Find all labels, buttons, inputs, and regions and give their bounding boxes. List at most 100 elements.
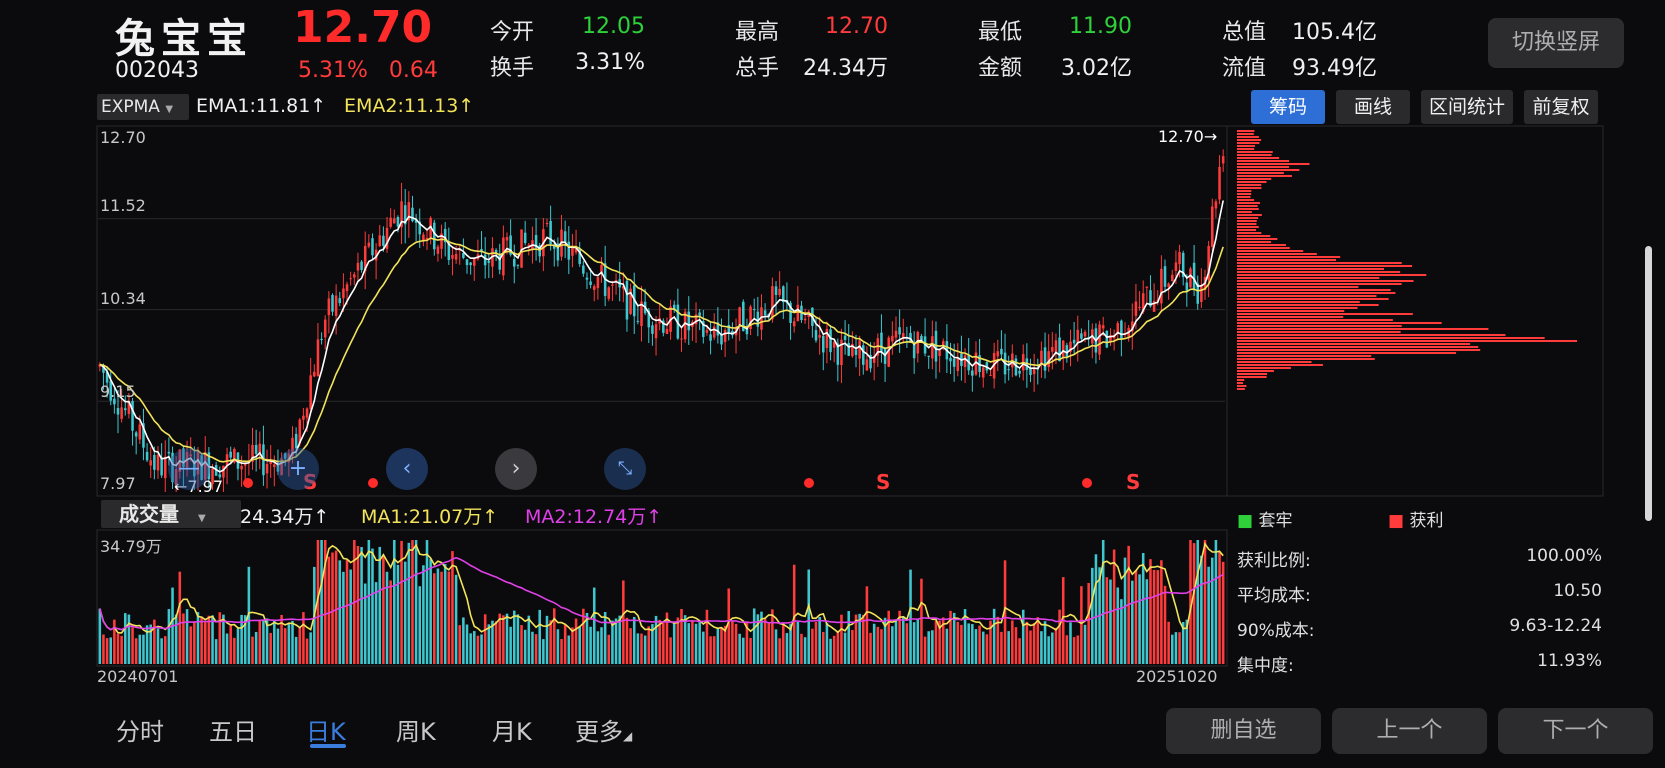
tab-more[interactable]: 更多◢ <box>575 712 632 747</box>
range-stats-button[interactable]: 区间统计 <box>1421 90 1513 124</box>
candle-body <box>193 459 196 477</box>
volume-bar <box>782 623 785 664</box>
tab-monthly-k[interactable]: 月K <box>492 718 532 746</box>
volume-bar <box>153 619 156 664</box>
volume-bar <box>193 621 196 664</box>
candle-body <box>320 338 323 340</box>
tab-intraday[interactable]: 分时 <box>116 718 164 746</box>
candle-body <box>1138 306 1141 308</box>
candle-body <box>367 242 371 247</box>
candle-body <box>927 355 930 357</box>
switch-portrait-button[interactable]: 切换竖屏 <box>1488 18 1624 68</box>
candle-body <box>1171 274 1174 282</box>
chip-bar <box>1237 136 1259 138</box>
chip-bar <box>1237 160 1290 162</box>
chip-bar <box>1237 151 1273 153</box>
candle-body <box>1087 336 1090 339</box>
candle-body <box>203 452 207 480</box>
candle-body <box>574 248 578 253</box>
candle-body <box>680 338 683 340</box>
candle-body <box>818 335 821 338</box>
chip-bar <box>1237 235 1271 237</box>
draw-line-button[interactable]: 画线 <box>1336 90 1410 124</box>
concentration-label: 集中度: <box>1237 656 1294 676</box>
volume-bar <box>567 635 571 664</box>
volume-bar <box>323 540 327 664</box>
volume-bar <box>182 613 185 664</box>
chips-button[interactable]: 筹码 <box>1251 90 1325 124</box>
volume-bar <box>872 623 876 664</box>
volume-bar <box>316 540 320 664</box>
volume-bar <box>1152 569 1156 664</box>
candle-body <box>440 233 443 249</box>
candle-body <box>836 343 840 365</box>
candle-body <box>1134 301 1138 316</box>
volume-bar <box>763 618 767 664</box>
chip-bar <box>1237 223 1257 225</box>
candle-body <box>138 424 142 440</box>
volume-bar <box>389 580 392 664</box>
kline-chart[interactable] <box>0 0 1665 700</box>
candle-body <box>760 307 763 330</box>
next-stock-button[interactable]: 下一个 <box>1498 708 1653 754</box>
volume-ma2-line <box>99 556 1224 631</box>
volume-bar <box>211 615 214 664</box>
volume-bars <box>98 540 1225 664</box>
candle-body <box>1065 345 1069 358</box>
volume-bar <box>1058 609 1061 664</box>
previous-stock-button[interactable]: 上一个 <box>1332 708 1487 754</box>
volume-bar <box>723 625 727 664</box>
candle-body <box>872 356 876 363</box>
volume-bar <box>538 609 541 664</box>
tab-weekly-k[interactable]: 周K <box>396 718 436 746</box>
tab-five-day[interactable]: 五日 <box>209 718 257 746</box>
volume-bar <box>989 620 992 664</box>
candle-body <box>494 249 498 253</box>
volume-bar <box>887 610 890 664</box>
candle-body <box>258 443 262 454</box>
zoom-in-button[interactable]: + <box>277 448 319 490</box>
legend-trapped: ■ 套牢 <box>1237 506 1292 531</box>
volume-bar <box>1094 554 1098 664</box>
chip-bar <box>1237 289 1391 291</box>
tab-daily-k[interactable]: 日K <box>306 718 346 746</box>
volume-bar <box>440 571 443 664</box>
scroll-left-button[interactable]: ‹ <box>386 448 428 490</box>
scrollbar[interactable] <box>1645 246 1652 521</box>
candle-body <box>647 310 651 328</box>
chip-bar <box>1237 313 1413 315</box>
volume-bar <box>1214 540 1218 664</box>
volume-bar <box>163 636 167 664</box>
ema1-line <box>99 200 1224 473</box>
remove-watchlist-button[interactable]: 删自选 <box>1166 708 1321 754</box>
volume-bar <box>1207 566 1210 664</box>
volume-bar <box>142 634 145 664</box>
reset-zoom-button[interactable]: ⤡ <box>604 448 646 490</box>
scroll-right-button[interactable]: › <box>495 448 537 490</box>
candle-body <box>825 328 829 349</box>
signal-dot <box>368 478 378 488</box>
candle-body <box>745 327 749 335</box>
candle-body <box>167 451 171 454</box>
candle-body <box>651 325 654 334</box>
candle-body <box>567 241 571 260</box>
zoom-out-button[interactable]: — <box>168 448 210 490</box>
volume-indicator-select[interactable]: 成交量 ▼ <box>101 500 241 528</box>
volume-bar <box>1018 638 1021 664</box>
chip-bar <box>1237 154 1272 156</box>
chip-bar <box>1237 355 1372 357</box>
volume-bar <box>1105 577 1109 664</box>
candle-body <box>1196 283 1200 304</box>
candle-body <box>363 245 367 272</box>
candle-body <box>763 310 767 316</box>
volume-bar <box>396 564 400 664</box>
forward-adjust-button[interactable]: 前复权 <box>1524 90 1598 124</box>
candle-body <box>901 333 905 340</box>
volume-bar <box>334 550 338 664</box>
indicator-select[interactable]: EXPMA ▼ <box>97 94 189 120</box>
candle-body <box>840 339 843 366</box>
volume-bar <box>912 622 916 664</box>
quote-label-float-cap: 流值 <box>1222 56 1267 81</box>
candle-body <box>171 452 174 483</box>
candle-body <box>702 321 705 337</box>
